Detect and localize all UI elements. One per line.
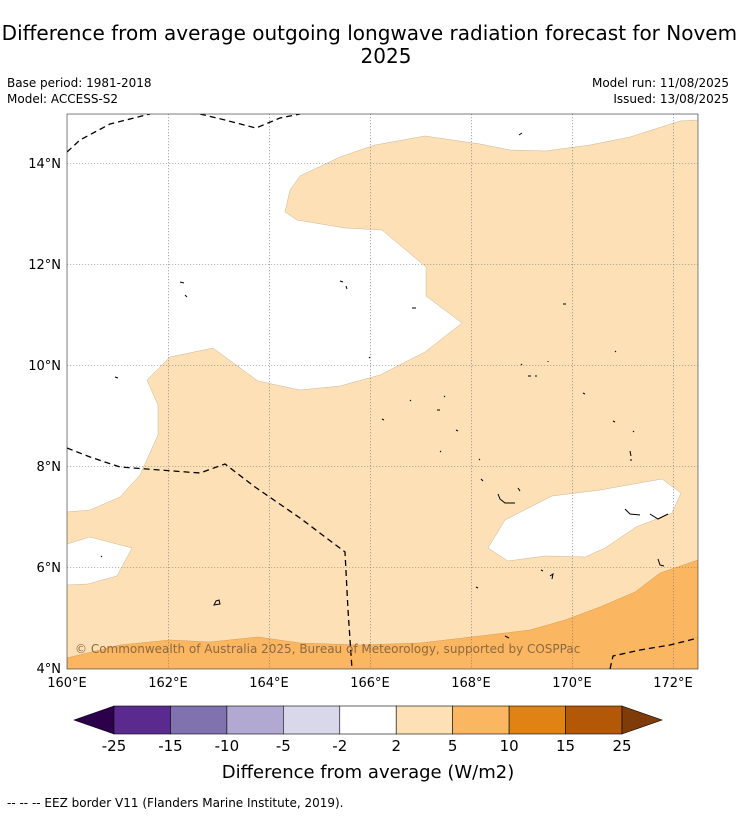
colorbar-cell [283, 705, 341, 735]
map-title: Difference from average outgoing longwav… [1, 21, 736, 68]
colorbar-cell [170, 705, 228, 735]
colorbar-cell [226, 705, 284, 735]
model-info-left: Base period: 1981-2018 Model: ACCESS-S2 [7, 75, 152, 107]
lon-tick-label: 170°E [552, 676, 592, 691]
longitude-axis: 160°E 162°E 164°E 166°E 168°E 170°E 172°… [47, 676, 693, 691]
colorbar-tick-label: -5 [276, 737, 291, 755]
eez-legend-footnote: -- -- -- EEZ border V11 (Flanders Marine… [7, 796, 344, 810]
copyright-text: © Commonwealth of Australia 2025, Bureau… [75, 642, 580, 656]
colorbar-tick-label: -25 [102, 737, 127, 755]
colorbar-cell [452, 705, 510, 735]
lon-tick-label: 166°E [350, 676, 390, 691]
colorbar-cell [395, 705, 453, 735]
lat-tick-label: 14°N [28, 157, 61, 172]
lon-tick-label: 162°E [148, 676, 188, 691]
anomaly-band-5-10 [67, 559, 698, 669]
lat-tick-label: 4°N [37, 662, 62, 677]
colorbar-cell [339, 705, 397, 735]
eez-border [67, 114, 698, 669]
colorbar-title: Difference from average (W/m2) [222, 762, 514, 783]
map-frame [66, 113, 699, 670]
colorbar-extend-low [73, 705, 115, 735]
lat-tick-label: 12°N [28, 258, 61, 273]
colorbar-tick-label: 5 [448, 737, 458, 755]
lat-tick-label: 6°N [37, 561, 62, 576]
colorbar: -25 -15 -10 -5 -2 2 5 10 15 25 Difference from av… [73, 705, 663, 783]
colorbar-extend-high [621, 705, 663, 735]
colorbar-tick-label: -15 [158, 737, 183, 755]
colorbar-cell [113, 705, 171, 735]
lon-tick-label: 172°E [653, 676, 693, 691]
map-area: © Commonwealth of Australia 2025, Bureau… [67, 114, 698, 669]
islands [100, 132, 669, 639]
model-text: Model: ACCESS-S2 [7, 92, 119, 106]
near-average-patch-west [67, 536, 133, 586]
issued-text: Issued: 13/08/2025 [613, 92, 729, 106]
lon-tick-label: 160°E [47, 676, 87, 691]
lon-tick-label: 168°E [451, 676, 491, 691]
lat-tick-label: 10°N [28, 359, 61, 374]
colorbar-tick-label: 10 [500, 737, 519, 755]
colorbar-tick-label: 2 [391, 737, 401, 755]
colorbar-tick-label: -2 [332, 737, 347, 755]
colorbar-tick-label: 15 [556, 737, 575, 755]
model-info-right: Model run: 11/08/2025 Issued: 13/08/2025 [592, 75, 729, 107]
latitude-axis: 14°N 12°N 10°N 8°N 6°N 4°N [28, 157, 61, 677]
colorbar-cell [508, 705, 566, 735]
colorbar-tick-label: -10 [215, 737, 240, 755]
colorbar-cells [113, 705, 623, 735]
graticule [67, 114, 698, 669]
colorbar-tick-label: 25 [612, 737, 631, 755]
colorbar-cell [565, 705, 623, 735]
near-average-region-north [67, 114, 698, 513]
lat-tick-label: 8°N [37, 460, 62, 475]
near-average-patch-east [487, 478, 682, 562]
model-run-text: Model run: 11/08/2025 [591, 76, 729, 90]
base-period-text: Base period: 1981-2018 [7, 76, 152, 90]
lon-tick-label: 164°E [249, 676, 289, 691]
colorbar-tick-labels: -25 -15 -10 -5 -2 2 5 10 15 25 [102, 737, 632, 755]
